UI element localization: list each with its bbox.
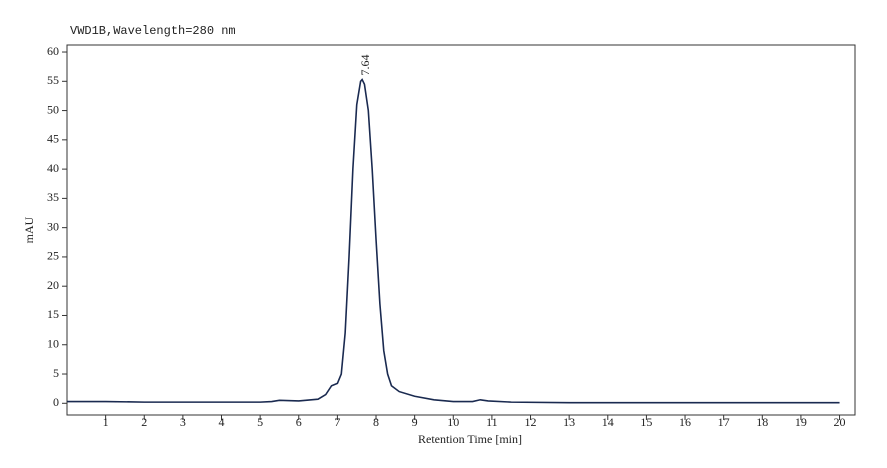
x-tick-label: 20 xyxy=(834,415,846,429)
y-tick-label: 55 xyxy=(47,73,59,87)
y-tick-label: 20 xyxy=(47,278,59,292)
x-tick-label: 4 xyxy=(219,415,225,429)
x-tick-label: 3 xyxy=(180,415,186,429)
y-tick-label: 45 xyxy=(47,132,59,146)
x-axis-label: Retention Time [min] xyxy=(418,432,522,446)
x-tick-label: 14 xyxy=(602,415,614,429)
y-tick-label: 60 xyxy=(47,44,59,58)
y-tick-label: 10 xyxy=(47,336,59,350)
y-tick-label: 50 xyxy=(47,102,59,116)
x-tick-label: 19 xyxy=(795,415,807,429)
x-tick-label: 5 xyxy=(257,415,263,429)
chart-title: VWD1B,Wavelength=280 nm xyxy=(70,24,236,38)
x-tick-label: 12 xyxy=(525,415,537,429)
y-tick-label: 25 xyxy=(47,249,59,263)
x-tick-label: 16 xyxy=(679,415,691,429)
x-tick-label: 1 xyxy=(103,415,109,429)
y-tick-label: 40 xyxy=(47,161,59,175)
y-axis-label: mAU xyxy=(22,216,36,243)
peak-label: 7.64 xyxy=(358,55,372,76)
x-tick-label: 13 xyxy=(563,415,575,429)
y-tick-label: 30 xyxy=(47,219,59,233)
y-tick-label: 15 xyxy=(47,307,59,321)
x-tick-label: 18 xyxy=(756,415,768,429)
x-tick-label: 10 xyxy=(447,415,459,429)
y-tick-label: 0 xyxy=(53,395,59,409)
x-tick-label: 9 xyxy=(412,415,418,429)
x-tick-label: 8 xyxy=(373,415,379,429)
x-tick-label: 2 xyxy=(141,415,147,429)
x-tick-label: 15 xyxy=(640,415,652,429)
x-tick-label: 17 xyxy=(718,415,730,429)
x-tick-label: 6 xyxy=(296,415,302,429)
x-tick-label: 11 xyxy=(486,415,498,429)
x-tick-label: 7 xyxy=(334,415,340,429)
signal-line xyxy=(67,78,840,404)
y-tick-label: 35 xyxy=(47,190,59,204)
plot-frame xyxy=(66,44,856,416)
y-tick-label: 5 xyxy=(53,366,59,380)
